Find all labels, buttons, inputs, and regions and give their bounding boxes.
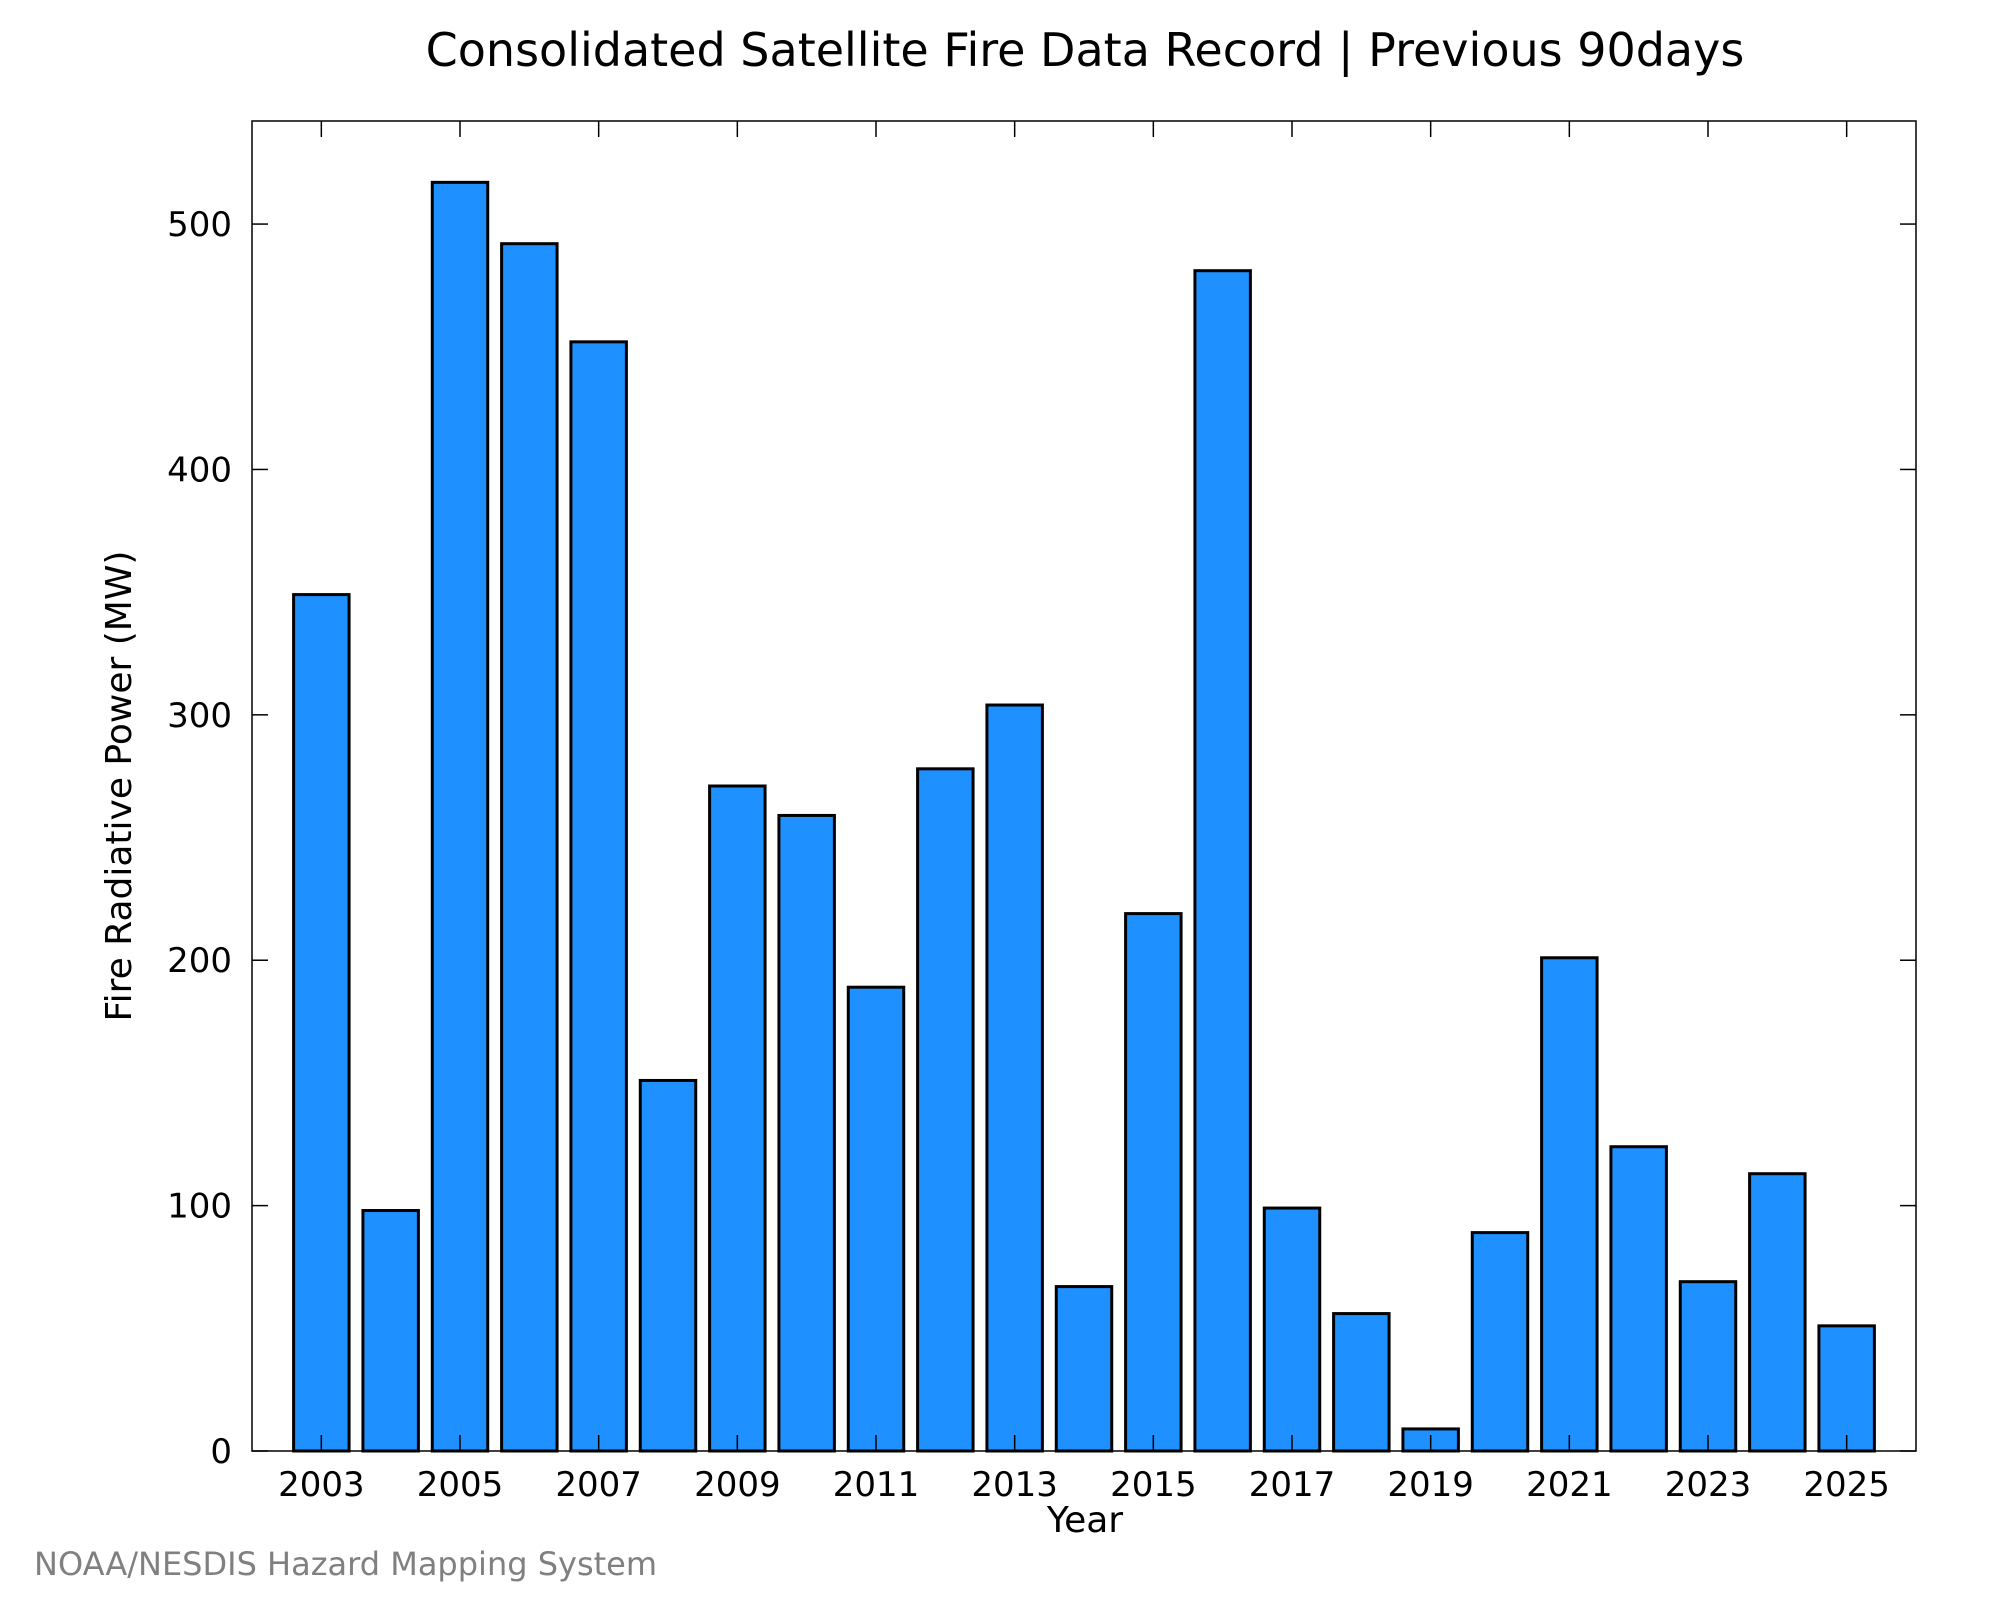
- y-tick-label: 100: [167, 1187, 232, 1227]
- bar-2005: [430, 180, 490, 1453]
- y-axis-label: Fire Radiative Power (MW): [99, 551, 140, 1022]
- bar-2020: [1470, 1231, 1530, 1453]
- bar-2021: [1540, 956, 1599, 1453]
- bar-2007: [569, 340, 628, 1453]
- x-tick-label: 2023: [1665, 1465, 1752, 1505]
- x-axis-label: Year: [1046, 1500, 1123, 1541]
- x-tick-label: 2013: [971, 1465, 1058, 1505]
- bar-2022: [1609, 1145, 1668, 1453]
- x-tick-label: 2007: [555, 1465, 642, 1505]
- bar-2017: [1262, 1206, 1322, 1453]
- ticks-group: 2003 2005 2007 2009 2011 2013 2015 2017 2019 2021…: [167, 121, 1916, 1505]
- x-tick-label: 2017: [1249, 1465, 1336, 1505]
- bar-2014: [1054, 1285, 1114, 1453]
- x-tick-label: 2025: [1803, 1465, 1890, 1505]
- bar-2011: [846, 985, 906, 1453]
- bar-2008: [638, 1078, 698, 1453]
- source-credit: NOAA/NESDIS Hazard Mapping System: [34, 1545, 657, 1583]
- x-tick-label: 2009: [694, 1465, 781, 1505]
- bar-2025: [1817, 1324, 1876, 1453]
- y-tick-label: 400: [167, 450, 232, 490]
- bar-2015: [1124, 912, 1183, 1453]
- x-tick-label: 2003: [278, 1465, 365, 1505]
- bar-2006: [500, 242, 559, 1453]
- bar-2023: [1678, 1280, 1738, 1453]
- bar-2010: [777, 813, 836, 1453]
- x-tick-label: 2015: [1110, 1465, 1197, 1505]
- plot-frame: [251, 120, 1917, 1452]
- y-tick-label: 300: [167, 696, 232, 736]
- bar-2024: [1748, 1172, 1807, 1453]
- bar-2012: [916, 767, 975, 1453]
- x-tick-label: 2011: [833, 1465, 920, 1505]
- y-tick-label: 200: [167, 941, 232, 981]
- bar-2004: [361, 1209, 420, 1453]
- chart-title: Consolidated Satellite Fire Data Record …: [426, 23, 1745, 78]
- y-tick-label: 0: [210, 1432, 232, 1472]
- bar-2003: [292, 593, 351, 1453]
- y-tick-label: 500: [167, 205, 232, 245]
- bar-2018: [1332, 1312, 1391, 1453]
- bar-2009: [708, 784, 767, 1453]
- x-tick-label: 2005: [417, 1465, 504, 1505]
- x-tick-label: 2019: [1387, 1465, 1474, 1505]
- x-tick-label: 2021: [1526, 1465, 1613, 1505]
- bar-2013: [985, 703, 1044, 1453]
- bar-2016: [1193, 269, 1252, 1453]
- bars-group: [292, 180, 1876, 1453]
